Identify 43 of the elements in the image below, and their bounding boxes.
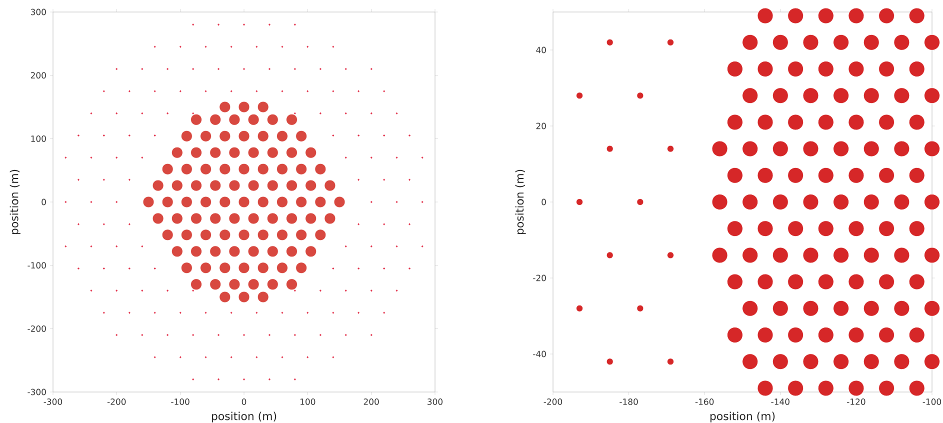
x-tick-label: -140 [771, 398, 790, 405]
point [576, 92, 583, 100]
x-axis-title: position (m) [710, 412, 775, 422]
point [667, 358, 674, 366]
point [636, 304, 644, 312]
point [667, 38, 674, 46]
x-tick-label: 0 [242, 398, 246, 405]
y-tick-label: 300 [30, 8, 46, 16]
x-tick-label: -120 [847, 398, 866, 405]
y-axis-title: position (m) [515, 170, 526, 234]
x-tick-label: -180 [620, 398, 638, 405]
x-tick-label: -200 [544, 398, 562, 405]
point [636, 92, 644, 100]
y-tick-label: 40 [536, 46, 546, 54]
y-axis-title: position (m) [10, 170, 20, 234]
y-tick-label: 200 [30, 72, 46, 79]
y-tick-label: -200 [28, 325, 46, 332]
y-tick-label: -100 [28, 262, 46, 269]
x-tick-label: -100 [171, 398, 190, 405]
y-tick-label: -40 [533, 350, 546, 358]
point [606, 252, 614, 259]
x-tick-label: -100 [922, 398, 942, 405]
point [606, 145, 614, 152]
y-tick-label: 0 [42, 198, 46, 206]
point [606, 358, 614, 366]
y-tick-label: -300 [28, 388, 46, 396]
x-tick-label: -160 [695, 398, 714, 405]
x-axis-title: position (m) [212, 412, 276, 422]
x-tick-label: -200 [107, 398, 126, 405]
x-tick-label: 100 [300, 398, 316, 405]
y-tick-label: 0 [542, 198, 546, 206]
point [576, 198, 583, 206]
x-tick-label: 300 [428, 398, 443, 405]
point [636, 198, 644, 206]
y-tick-label: 100 [31, 135, 46, 142]
y-tick-label: 20 [536, 122, 546, 130]
point [576, 304, 583, 312]
point [667, 252, 674, 259]
x-tick-label: 200 [364, 398, 379, 405]
point [606, 38, 614, 46]
point [667, 145, 674, 152]
x-tick-label: -300 [44, 398, 62, 405]
y-tick-label: -20 [533, 274, 546, 282]
